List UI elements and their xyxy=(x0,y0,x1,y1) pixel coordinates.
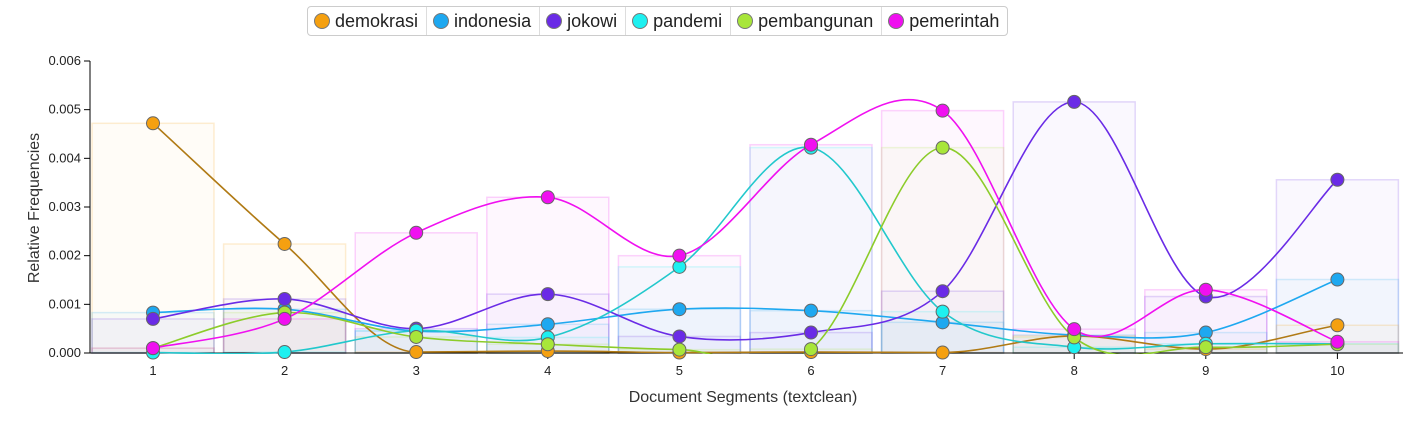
x-tick-label: 10 xyxy=(1330,363,1344,378)
y-tick-label: 0.000 xyxy=(48,345,81,360)
point-pandemi-7[interactable] xyxy=(935,304,950,319)
legend-item-indonesia[interactable]: indonesia xyxy=(426,7,539,35)
series-line-pemerintah xyxy=(152,98,1338,349)
point-jokowi-5[interactable] xyxy=(672,329,687,344)
point-jokowi-10[interactable] xyxy=(1330,172,1345,187)
y-tick-label: 0.006 xyxy=(48,53,81,68)
point-indonesia-4[interactable] xyxy=(540,317,555,332)
point-indonesia-10[interactable] xyxy=(1330,272,1345,287)
point-jokowi-7[interactable] xyxy=(935,284,950,299)
point-jokowi-2[interactable] xyxy=(277,291,292,306)
point-pembangunan-4[interactable] xyxy=(540,337,555,352)
point-pemerintah-2[interactable] xyxy=(277,311,292,326)
series-line-demokrasi xyxy=(152,122,1338,354)
point-pembangunan-3[interactable] xyxy=(409,329,424,344)
x-tick-label: 5 xyxy=(676,363,683,378)
point-pemerintah-10[interactable] xyxy=(1330,334,1345,349)
series-points xyxy=(146,94,1345,360)
x-tick-label: 8 xyxy=(1071,363,1078,378)
legend-label: pemerintah xyxy=(909,10,1000,31)
point-demokrasi-7[interactable] xyxy=(935,345,950,360)
legend-item-pandemi[interactable]: pandemi xyxy=(625,7,730,35)
point-indonesia-6[interactable] xyxy=(804,303,818,318)
point-pembangunan-9[interactable] xyxy=(1198,340,1213,355)
point-pemerintah-7[interactable] xyxy=(935,103,950,118)
x-axis-title: Document Segments (textclean) xyxy=(629,389,858,406)
point-jokowi-6[interactable] xyxy=(804,325,818,340)
x-tick-label: 7 xyxy=(939,363,946,378)
legend-item-jokowi[interactable]: jokowi xyxy=(539,7,625,35)
series-line-pandemi xyxy=(152,146,1338,354)
point-jokowi-8[interactable] xyxy=(1067,94,1082,109)
point-pembangunan-7[interactable] xyxy=(935,140,950,155)
legend-label: pandemi xyxy=(653,10,723,31)
point-pemerintah-5[interactable] xyxy=(672,248,687,263)
x-tick-label: 2 xyxy=(281,363,288,378)
series-line-indonesia xyxy=(152,278,1338,339)
point-jokowi-1[interactable] xyxy=(146,311,160,326)
legend-item-demokrasi[interactable]: demokrasi xyxy=(308,7,426,35)
x-tick-label: 1 xyxy=(149,363,156,378)
legend-label: jokowi xyxy=(567,10,618,31)
legend-swatch xyxy=(888,13,905,29)
x-tick-label: 3 xyxy=(413,363,420,378)
series-line-pembangunan xyxy=(152,146,1338,354)
chart-legend: demokrasi indonesia jokowi pandemi pembangun… xyxy=(307,6,1009,36)
legend-label: demokrasi xyxy=(335,10,419,31)
point-pemerintah-4[interactable] xyxy=(540,190,555,205)
y-tick-label: 0.002 xyxy=(48,248,81,263)
y-tick-label: 0.001 xyxy=(48,296,81,311)
point-demokrasi-1[interactable] xyxy=(146,116,160,131)
legend-item-pembangunan[interactable]: pembangunan xyxy=(730,7,881,35)
point-demokrasi-3[interactable] xyxy=(409,345,424,360)
point-demokrasi-2[interactable] xyxy=(277,236,292,251)
y-tick-label: 0.005 xyxy=(48,102,81,117)
legend-item-pemerintah[interactable]: pemerintah xyxy=(881,7,1007,35)
point-pemerintah-3[interactable] xyxy=(409,225,424,240)
point-pandemi-2[interactable] xyxy=(277,345,292,360)
point-pemerintah-1[interactable] xyxy=(146,341,160,356)
point-pemerintah-8[interactable] xyxy=(1067,322,1082,337)
x-tick-label: 4 xyxy=(544,363,551,378)
legend-swatch xyxy=(314,13,330,29)
legend-swatch xyxy=(632,13,649,29)
legend-swatch xyxy=(737,13,754,29)
point-pemerintah-9[interactable] xyxy=(1198,282,1213,297)
point-demokrasi-10[interactable] xyxy=(1330,318,1345,333)
y-tick-label: 0.003 xyxy=(48,199,81,214)
x-tick-label: 6 xyxy=(807,363,814,378)
y-axis-title: Relative Frequencies xyxy=(26,133,43,283)
point-jokowi-4[interactable] xyxy=(540,287,555,302)
legend-swatch xyxy=(546,13,563,29)
x-tick-label: 9 xyxy=(1202,363,1209,378)
point-pemerintah-6[interactable] xyxy=(804,137,818,152)
series-lines xyxy=(152,98,1338,354)
legend-swatch xyxy=(433,13,450,29)
point-pembangunan-5[interactable] xyxy=(672,342,687,357)
legend-label: pembangunan xyxy=(758,10,874,31)
legend-label: indonesia xyxy=(454,10,532,31)
y-tick-label: 0.004 xyxy=(48,150,81,165)
point-pembangunan-6[interactable] xyxy=(804,342,818,357)
point-indonesia-5[interactable] xyxy=(672,302,687,317)
